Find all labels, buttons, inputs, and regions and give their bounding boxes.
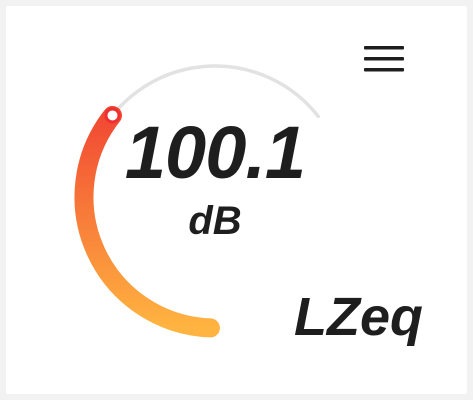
- menu-button[interactable]: [358, 40, 410, 80]
- level-value: 100.1: [124, 111, 306, 194]
- level-readout: 100.1 dB: [110, 111, 320, 243]
- hamburger-menu-icon: [364, 46, 404, 72]
- gauge-fill-arc: [74, 105, 220, 338]
- level-unit: dB: [188, 199, 242, 243]
- measurement-mode-label: LZeq: [294, 287, 423, 347]
- gauge-knob: [104, 107, 121, 124]
